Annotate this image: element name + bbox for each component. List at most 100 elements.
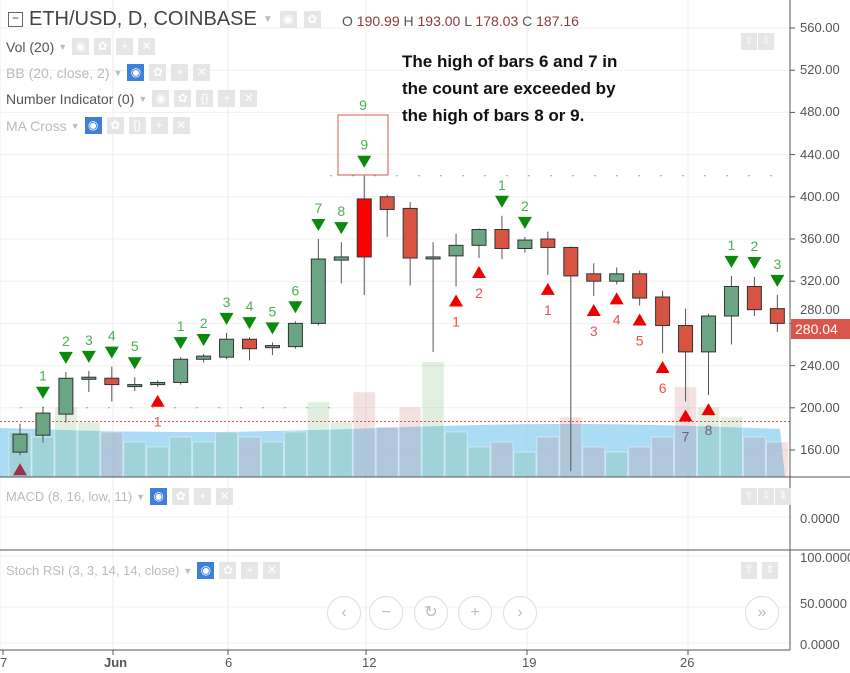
annotation-line: The high of bars 6 and 7 in (402, 52, 618, 71)
annotation-line: the high of bars 8 or 9. (402, 106, 585, 125)
move-up-icon[interactable]: ⇧ (741, 33, 757, 50)
sell-setup-count: 5 (131, 338, 139, 354)
volume-bar (697, 406, 720, 478)
code-icon[interactable]: {} (128, 117, 146, 134)
move-down-icon[interactable]: ⇩ (758, 488, 774, 505)
eye-icon[interactable]: ◉ (84, 117, 102, 134)
buy-setup-arrow (150, 394, 165, 407)
buy-setup-arrow (655, 360, 670, 373)
candle-body (12, 433, 28, 453)
sell-setup-count: 3 (85, 332, 93, 348)
candle-body (58, 377, 74, 415)
collapse-icon[interactable]: − (8, 12, 23, 27)
indicator-vol[interactable]: Vol (20) ▼ ◉ ✿ + ✕ (6, 38, 156, 55)
stoch-axis-label: 100.0000 (800, 550, 850, 565)
chevron-down-icon[interactable]: ▼ (183, 565, 193, 576)
move-down-icon[interactable]: ⇩ (758, 33, 774, 50)
gear-icon[interactable]: ✿ (172, 488, 190, 505)
price-label: 480.00 (800, 104, 840, 120)
price-label: 360.00 (800, 231, 840, 246)
gear-icon[interactable]: ✿ (174, 90, 192, 107)
symbol-legend: − ETH/USD, D, COINBASE ▼ ◉ ✿ (8, 8, 321, 31)
chevron-down-icon[interactable]: ▼ (113, 67, 123, 78)
plus-icon[interactable]: + (194, 488, 212, 505)
chevron-down-icon[interactable]: ▼ (136, 491, 146, 502)
volume-bar (765, 441, 789, 478)
eye-icon[interactable]: ◉ (197, 562, 215, 579)
candle-body (104, 377, 120, 386)
candle-body (150, 381, 166, 386)
close-icon[interactable]: ✕ (240, 90, 258, 107)
gear-icon[interactable]: ✿ (219, 562, 237, 579)
candle-body (678, 325, 694, 353)
buy-setup-arrow (13, 463, 27, 476)
buy-setup-count: 5 (636, 332, 644, 348)
high-label: H (403, 13, 414, 29)
gear-icon[interactable]: ✿ (106, 117, 124, 134)
time-label: 19 (522, 655, 537, 670)
sell-setup-count: 1 (498, 177, 506, 193)
plus-icon[interactable]: + (241, 562, 259, 579)
scroll-right-button[interactable]: › (503, 596, 537, 630)
maximize-icon[interactable]: ⇕ (762, 562, 778, 579)
sell-setup-count: 3 (773, 256, 781, 272)
chevron-down-icon[interactable]: ▼ (138, 93, 148, 104)
symbol-title[interactable]: ETH/USD, D, COINBASE (29, 8, 257, 30)
eye-icon[interactable]: ◉ (72, 38, 90, 55)
gear-icon[interactable]: ✿ (94, 38, 112, 55)
indicator-macd[interactable]: MACD (8, 16, low, 11) ▼ ◉ ✿ + ✕ (6, 488, 234, 505)
sell-setup-arrow (242, 317, 257, 330)
move-up-icon[interactable]: ⇧ (741, 488, 757, 505)
close-icon[interactable]: ✕ (193, 64, 211, 81)
gear-icon[interactable]: ✿ (303, 11, 321, 28)
move-up-icon[interactable]: ⇧ (741, 562, 757, 579)
close-icon[interactable]: ✕ (172, 117, 190, 134)
candle-body (310, 258, 326, 324)
eye-icon[interactable]: ◉ (150, 488, 168, 505)
buy-setup-count: 2 (475, 285, 483, 301)
gear-icon[interactable]: ✿ (149, 64, 167, 81)
sell-setup-arrow (494, 195, 509, 208)
chevron-down-icon[interactable]: ▼ (58, 41, 68, 52)
reset-button[interactable]: ↻ (414, 596, 448, 630)
zoom-out-button[interactable]: − (369, 596, 403, 630)
eye-icon[interactable]: ◉ (152, 90, 170, 107)
buy-setup-arrow (586, 303, 601, 316)
eye-icon[interactable]: ◉ (127, 64, 145, 81)
candle-body (242, 338, 257, 350)
plus-icon[interactable]: + (150, 117, 168, 134)
indicator-stoch-rsi[interactable]: Stoch RSI (3, 3, 14, 14, close) ▼ ◉ ✿ + ✕ (6, 562, 281, 579)
volume-bar (467, 446, 491, 478)
indicator-bb[interactable]: BB (20, close, 2) ▼ ◉ ✿ + ✕ (6, 64, 211, 81)
close-label: C (522, 13, 533, 29)
volume-bar (605, 451, 629, 478)
eye-icon[interactable]: ◉ (279, 11, 297, 28)
candle-body (746, 285, 762, 311)
chevron-down-icon[interactable]: ▼ (262, 14, 273, 25)
volume-bar (215, 431, 239, 478)
close-icon[interactable]: ✕ (263, 562, 281, 579)
sell-setup-arrow (35, 386, 50, 399)
plus-icon[interactable]: + (218, 90, 236, 107)
indicator-label: Number Indicator (0) (6, 90, 135, 107)
sell-setup-count: 4 (108, 328, 116, 344)
buy-setup-count: 1 (544, 302, 552, 318)
buy-setup-count: 1 (452, 313, 460, 329)
chevron-down-icon[interactable]: ▼ (70, 120, 80, 131)
close-icon[interactable]: ✕ (216, 488, 234, 505)
indicator-number[interactable]: Number Indicator (0) ▼ ◉ ✿{} + ✕ (6, 90, 258, 107)
zoom-in-button[interactable]: + (458, 596, 492, 630)
volume-bar (77, 421, 101, 478)
code-icon[interactable]: {} (196, 90, 214, 107)
maximize-icon[interactable]: ⇕ (775, 488, 791, 505)
plus-icon[interactable]: + (116, 38, 134, 55)
volume-bar (490, 441, 514, 478)
candle-body (333, 256, 349, 261)
plus-icon[interactable]: + (171, 64, 189, 81)
scroll-to-end-button[interactable]: » (745, 596, 779, 630)
close-icon[interactable]: ✕ (138, 38, 156, 55)
volume-ma-area (0, 424, 785, 477)
scroll-left-button[interactable]: ‹ (327, 596, 361, 630)
indicator-ma-cross[interactable]: MA Cross ▼ ◉ ✿{} + ✕ (6, 117, 190, 134)
